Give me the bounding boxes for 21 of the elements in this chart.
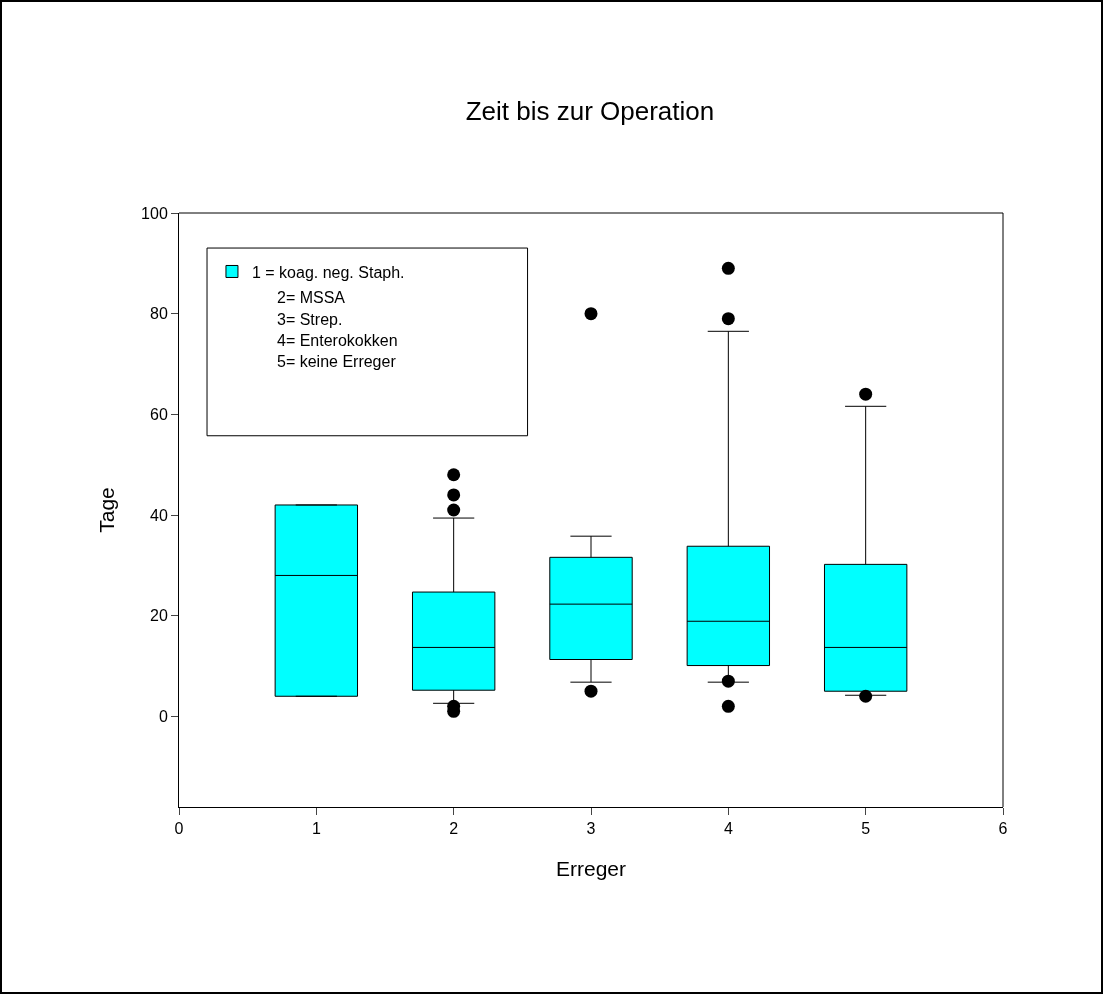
x-tick-label: 6 <box>998 820 1008 838</box>
annotation: 5= keine Erreger <box>277 353 397 370</box>
x-tick-label: 5 <box>861 820 871 838</box>
annotation: 4= Enterokokken <box>277 332 398 349</box>
x-tick-label: 3 <box>586 820 596 838</box>
x-axis-title: Erreger <box>555 857 627 881</box>
y-tick-label: 20 <box>150 607 168 625</box>
y-tick-label: 80 <box>150 305 168 323</box>
x-tick-label: 0 <box>174 820 184 838</box>
chart-title: Zeit bis zur Operation <box>465 96 715 126</box>
annotation: 2= MSSA <box>277 289 346 306</box>
annotation: 3= Strep. <box>277 311 343 328</box>
x-tick-label: 4 <box>723 820 733 838</box>
legend-label: 1 = koag. neg. Staph. <box>251 263 405 281</box>
y-tick-label: 60 <box>150 405 168 423</box>
x-tick-label: 1 <box>311 820 321 838</box>
x-tick-label: 2 <box>449 820 459 838</box>
y-tick-label: 0 <box>158 707 168 725</box>
y-axis-title: Tage <box>95 487 119 533</box>
y-tick-label: 40 <box>150 506 168 524</box>
y-tick-label: 100 <box>141 204 168 222</box>
